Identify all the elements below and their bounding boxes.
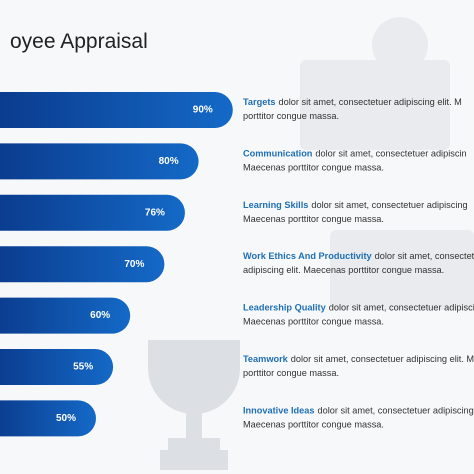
chart-title: oyee Appraisal: [10, 30, 148, 53]
item-text: Communication dolor sit amet, consectetue…: [243, 148, 467, 158]
description: dolor sit amet, consectetuer adipiscing: [311, 200, 467, 210]
description: Maecenas porttitor congue massa.: [243, 317, 384, 327]
bar: [0, 297, 131, 334]
bar: [0, 92, 233, 128]
bar: [0, 143, 199, 180]
item-text: Innovative Ideas dolor sit amet, consecte…: [243, 405, 474, 415]
description: porttitor congue massa.: [243, 111, 339, 121]
bar: [0, 400, 96, 437]
description: adipiscing elit. Maecenas porttitor cong…: [243, 265, 444, 275]
value-label: 55%: [73, 362, 93, 373]
category-label: Innovative Ideas: [243, 405, 315, 415]
category-label: Work Ethics And Productivity: [243, 251, 373, 261]
value-label: 70%: [124, 259, 144, 270]
bar: [0, 246, 165, 283]
description: porttitor congue massa.: [243, 368, 339, 378]
description: Maecenas porttitor congue massa.: [243, 214, 384, 224]
description: dolor sit amet, consectetuer adipiscin: [315, 148, 466, 158]
background-decoration: [148, 17, 474, 470]
value-label: 60%: [90, 310, 110, 321]
category-label: Leadership Quality: [243, 303, 327, 313]
value-label: 80%: [159, 156, 179, 167]
description: dolor sit amet, consectetuer adipiscing: [318, 405, 474, 415]
category-label: Teamwork: [243, 354, 289, 364]
category-label: Learning Skills: [243, 200, 308, 210]
category-label: Communication: [243, 148, 313, 158]
item-text: Work Ethics And Productivity dolor sit am…: [243, 251, 474, 261]
bar: [0, 194, 185, 231]
description: dolor sit amet, consectetuer: [375, 251, 474, 261]
description: dolor sit amet, consectetuer adipiscin: [329, 303, 474, 313]
item-text: Teamwork dolor sit amet, consectetuer adi…: [243, 354, 474, 364]
description: dolor sit amet, consectetuer adipiscing …: [291, 354, 474, 364]
item-text: Targets dolor sit amet, consectetuer adip…: [243, 97, 462, 107]
bar: [0, 349, 114, 385]
value-label: 76%: [145, 207, 165, 218]
description: Maecenas porttitor congue massa.: [243, 419, 384, 429]
category-label: Targets: [243, 97, 276, 107]
value-label: 90%: [193, 105, 213, 116]
item-text: Leadership Quality dolor sit amet, consec…: [243, 303, 474, 313]
value-label: 50%: [56, 413, 76, 424]
item-text: Learning Skills dolor sit amet, consectet…: [243, 200, 468, 210]
description: Maecenas porttitor congue massa.: [243, 162, 384, 172]
description: dolor sit amet, consectetuer adipiscing …: [279, 97, 462, 107]
